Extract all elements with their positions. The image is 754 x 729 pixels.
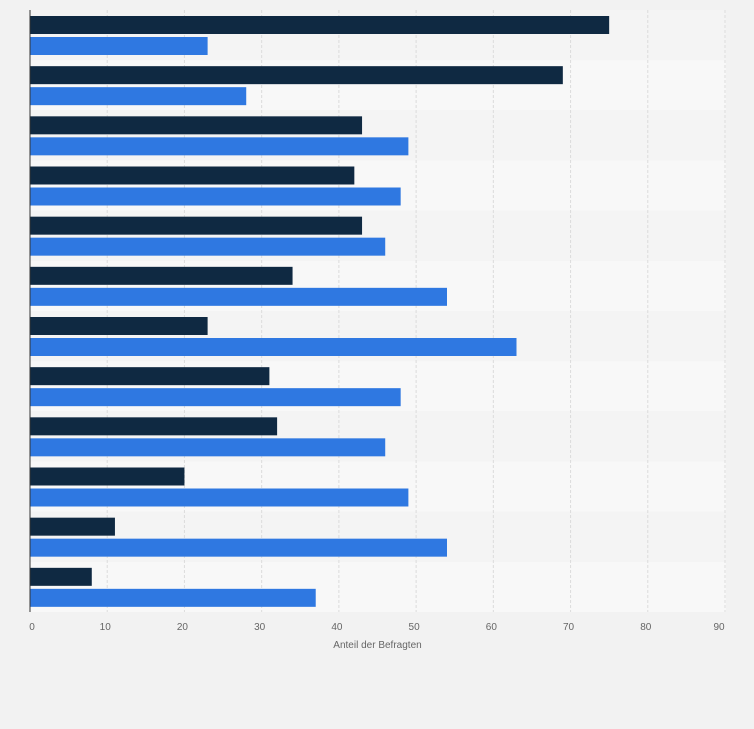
bar-series-1[interactable]: [30, 517, 115, 536]
x-tick-label: 30: [254, 622, 266, 633]
x-tick-label: 40: [331, 622, 343, 633]
bar-series: [30, 16, 610, 607]
bar-series-1[interactable]: [30, 367, 270, 386]
bar-series-2[interactable]: [30, 488, 409, 507]
x-tick-label: 60: [486, 622, 498, 633]
bar-series-2[interactable]: [30, 187, 401, 206]
bar-series-2[interactable]: [30, 388, 401, 407]
bar-series-2[interactable]: [30, 237, 386, 256]
bar-series-1[interactable]: [30, 266, 293, 285]
x-tick-label: 20: [177, 622, 189, 633]
x-tick-label: 50: [409, 622, 421, 633]
bar-series-1[interactable]: [30, 417, 278, 436]
gridlines: [106, 10, 726, 612]
bar-series-1[interactable]: [30, 66, 563, 85]
x-tick-label: 80: [640, 622, 652, 633]
x-tick-label: 0: [29, 622, 35, 633]
bar-series-1[interactable]: [30, 16, 610, 34]
bar-series-1[interactable]: [30, 467, 185, 486]
x-axis-ticks: 0 10 20 30 40 50 60 70 80 90: [29, 622, 725, 633]
x-tick-label: 90: [713, 622, 725, 633]
bar-series-2[interactable]: [30, 87, 247, 106]
bar-series-2[interactable]: [30, 137, 409, 156]
x-tick-label: 70: [563, 622, 575, 633]
bar-series-1[interactable]: [30, 166, 355, 185]
bar-series-2[interactable]: [30, 438, 386, 457]
bar-series-1[interactable]: [30, 567, 92, 586]
bar-series-2[interactable]: [30, 588, 316, 607]
x-tick-label: 10: [100, 622, 112, 633]
bar-series-1[interactable]: [30, 216, 363, 235]
bar-series-2[interactable]: [30, 287, 447, 306]
bar-series-2[interactable]: [30, 37, 208, 55]
bar-series-1[interactable]: [30, 317, 208, 335]
bar-series-2[interactable]: [30, 538, 447, 557]
bar-series-2[interactable]: [30, 338, 517, 356]
bar-series-1[interactable]: [30, 116, 363, 135]
x-axis-title: Anteil der Befragten: [333, 640, 421, 651]
